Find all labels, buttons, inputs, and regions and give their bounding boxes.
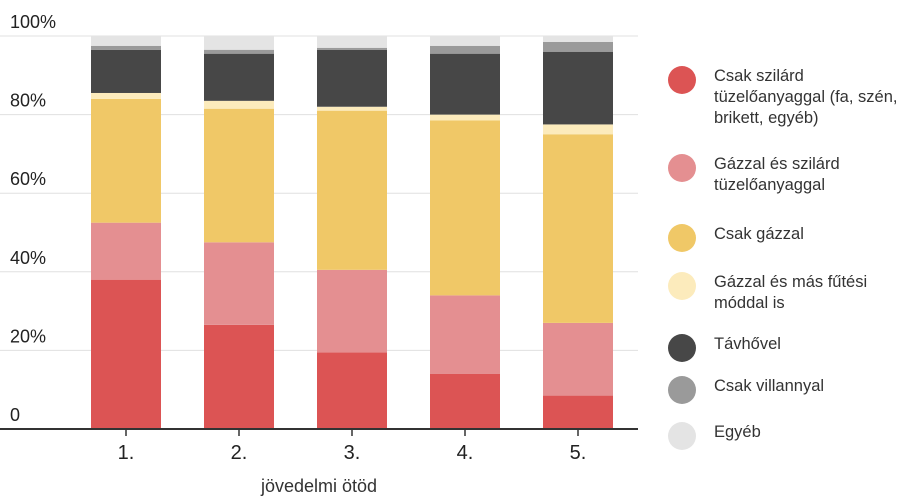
bar-segment-5-1 [543,395,613,429]
y-tick-label: 40% [10,248,46,268]
bar-segment-5-4 [543,124,613,135]
bar-segment-1-7 [91,36,161,46]
legend-label: Csak gázzal [714,225,804,243]
legend-swatch [668,334,696,362]
y-tick-label: 100% [10,12,56,32]
x-tick-label: 1. [118,442,135,464]
legend-swatch [668,376,696,404]
legend-label: Csak szilárd tüzelőanyaggal (fa, szén, b… [714,67,898,127]
legend-swatch [668,154,696,182]
y-tick-labels: 0 20% 40% 60% 80% 100% [10,12,56,425]
bar-segment-4-4 [430,114,500,121]
legend-swatch [668,272,696,300]
legend-swatch [668,66,696,94]
bar-segment-5-2 [543,322,613,396]
legend-label: Egyéb [714,423,761,441]
legend-item: Egyéb [668,422,914,450]
bar-segment-4-3 [430,120,500,296]
bar-segment-1-4 [91,92,161,99]
bar-segment-3-5 [317,49,387,107]
x-tick-labels: 1. 2. 3. 4. 5. [118,429,587,464]
bar-segment-1-2 [91,222,161,280]
bar-segment-2-6 [204,49,274,54]
bar-segment-5-6 [543,41,613,52]
bar-segment-5-5 [543,51,613,125]
y-tick-label: 80% [10,91,46,111]
legend-item: Távhővel [668,334,914,362]
bar-segment-4-6 [430,45,500,54]
bar-segment-2-2 [204,242,274,325]
bar-segment-2-1 [204,324,274,429]
bars [91,36,613,429]
y-tick-label: 60% [10,169,46,189]
bar-segment-4-2 [430,295,500,374]
bar-segment-3-4 [317,106,387,111]
bar-segment-4-5 [430,53,500,115]
y-tick-label: 0 [10,405,20,425]
legend-item: Gázzal és más fűtési móddal is [668,272,914,314]
bar-segment-5-7 [543,36,613,42]
legend-label: Távhővel [714,335,781,353]
bar-segment-2-4 [204,100,274,109]
x-tick-label: 3. [344,442,361,464]
x-tick-label: 5. [570,442,587,464]
x-axis-label: jövedelmi ötöd [260,476,377,496]
bar-segment-2-7 [204,36,274,50]
bar-segment-3-7 [317,36,387,48]
bar-segment-2-5 [204,53,274,101]
bar-segment-3-1 [317,352,387,429]
legend-item: Gázzal és szilárd tüzelőanyaggal [668,154,914,196]
bar-segment-2-3 [204,108,274,243]
legend-label: Gázzal és szilárd tüzelőanyaggal [714,155,840,194]
legend-item: Csak villannyal [668,376,914,404]
bar-segment-1-6 [91,45,161,50]
bar-segment-1-5 [91,49,161,93]
x-tick-label: 2. [231,442,248,464]
legend-item: Csak szilárd tüzelőanyaggal (fa, szén, b… [668,66,914,129]
legend-swatch [668,422,696,450]
bar-segment-4-1 [430,373,500,429]
legend-item: Csak gázzal [668,224,914,252]
legend-label: Gázzal és más fűtési móddal is [714,273,868,312]
legend-swatch [668,224,696,252]
bar-segment-1-1 [91,279,161,429]
bar-segment-5-3 [543,134,613,323]
bar-segment-3-6 [317,47,387,50]
legend-label: Csak villannyal [714,377,825,395]
bar-segment-4-7 [430,36,500,46]
x-tick-label: 4. [457,442,474,464]
bar-segment-3-2 [317,269,387,353]
bar-segment-3-3 [317,110,387,270]
bar-segment-1-3 [91,98,161,223]
y-tick-label: 20% [10,326,46,346]
